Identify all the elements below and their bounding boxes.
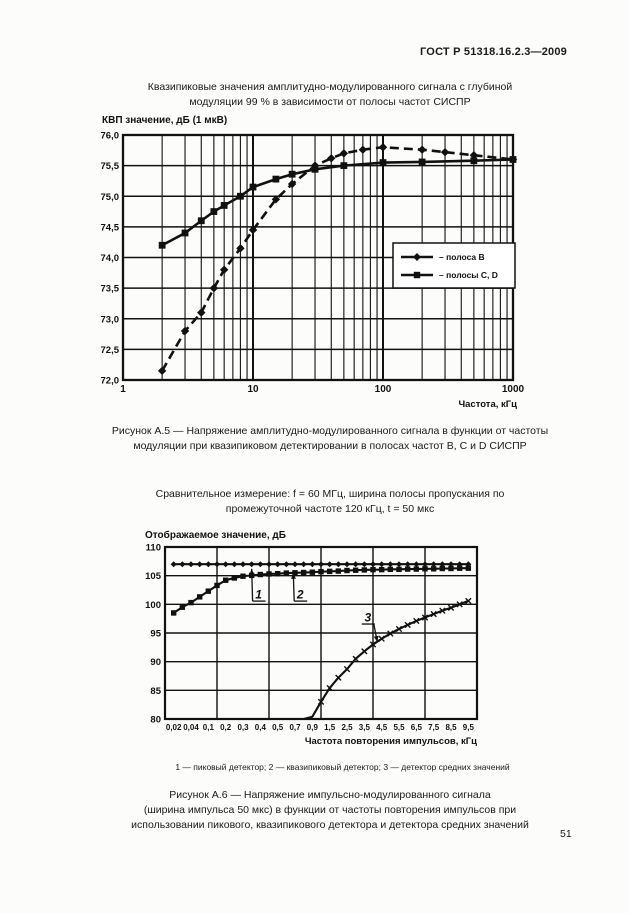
svg-text:– полосы C, D: – полосы C, D — [439, 270, 498, 280]
figure-a5-caption-line1: Рисунок А.5 — Напряжение амплитудно-моду… — [111, 425, 549, 437]
svg-text:0,02: 0,02 — [166, 723, 182, 732]
page-number: 51 — [560, 828, 572, 840]
svg-text:Частота, кГц: Частота, кГц — [458, 399, 517, 410]
svg-text:74,5: 74,5 — [101, 222, 120, 233]
svg-text:КВП значение, дБ (1 мкВ): КВП значение, дБ (1 мкВ) — [102, 115, 227, 126]
svg-text:0,2: 0,2 — [220, 723, 232, 732]
svg-text:2,5: 2,5 — [341, 723, 353, 732]
svg-text:3: 3 — [364, 611, 371, 625]
figure-a6-caption: Рисунок А.6 — Напряжение импульсно-модул… — [65, 788, 595, 833]
svg-text:0,7: 0,7 — [289, 723, 301, 732]
figure-a6-caption-line3: использовании пикового, квазипикового де… — [131, 819, 529, 831]
svg-text:73,0: 73,0 — [101, 314, 120, 325]
svg-text:1,5: 1,5 — [324, 723, 336, 732]
figure-a5-chart: 72,0 72,5 73,0 73,5 74,0 74,5 75,0 75,5 76,0 1 10 1… — [95, 112, 545, 412]
figure-a6-chart: 80 85 90 95 100 105 110 0,02 0,04 0,1 0,2 0,3 0,4 0,5… — [118, 528, 618, 758]
svg-text:4,5: 4,5 — [376, 723, 388, 732]
svg-text:1000: 1000 — [502, 384, 525, 395]
svg-text:3,5: 3,5 — [359, 723, 371, 732]
figure-a6-key: 1 — пиковый детектор; 2 — квазипиковый д… — [175, 762, 510, 772]
figure-a5-title-line2: модуляции 99 % в зависимости от полосы ч… — [189, 95, 471, 108]
figure-a6-caption-line2: (ширина импульса 50 мкс) в функции от ча… — [143, 804, 517, 816]
svg-text:100: 100 — [145, 600, 161, 611]
svg-text:6,5: 6,5 — [411, 723, 423, 732]
figure-a6-intro: Сравнительное измерение: f = 60 МГц, шир… — [65, 487, 595, 516]
svg-text:1: 1 — [255, 588, 262, 602]
figure-a6-caption-line1: Рисунок А.6 — Напряжение импульсно-модул… — [169, 789, 491, 801]
figure-a5-title-line1: Квазипиковые значения амплитудно-модулир… — [147, 81, 513, 93]
svg-text:0,3: 0,3 — [237, 723, 249, 732]
figure-a5-caption: Рисунок А.5 — Напряжение амплитудно-моду… — [65, 424, 595, 453]
svg-text:72,5: 72,5 — [101, 345, 120, 356]
svg-text:0,1: 0,1 — [203, 723, 215, 732]
svg-text:7,5: 7,5 — [428, 723, 440, 732]
svg-text:5,5: 5,5 — [393, 723, 405, 732]
svg-text:73,5: 73,5 — [101, 284, 120, 295]
svg-text:90: 90 — [150, 657, 161, 668]
svg-text:80: 80 — [150, 715, 161, 726]
svg-text:0,4: 0,4 — [255, 723, 267, 732]
svg-text:105: 105 — [145, 571, 162, 582]
svg-text:8,5: 8,5 — [445, 723, 457, 732]
svg-text:76,0: 76,0 — [101, 131, 120, 142]
svg-text:72,0: 72,0 — [101, 376, 120, 387]
svg-text:2: 2 — [296, 588, 304, 602]
svg-text:0,04: 0,04 — [183, 723, 199, 732]
svg-text:85: 85 — [150, 686, 161, 697]
figure-a5-caption-line2: модуляции при квазипиковом детектировани… — [133, 439, 527, 452]
svg-text:Отображаемое значение, дБ: Отображаемое значение, дБ — [145, 529, 286, 541]
figure-a6-chart-svg: 80 85 90 95 100 105 110 0,02 0,04 0,1 0,2 0,3 0,4 0,5… — [145, 529, 479, 747]
svg-text:74,0: 74,0 — [101, 253, 120, 264]
standard-number: ГОСТ Р 51318.16.2.3—2009 — [420, 46, 567, 58]
svg-text:0,5: 0,5 — [272, 723, 284, 732]
svg-text:100: 100 — [375, 384, 392, 395]
svg-text:1: 1 — [120, 384, 126, 395]
svg-text:75,0: 75,0 — [101, 192, 120, 203]
figure-a5-chart-svg: 72,0 72,5 73,0 73,5 74,0 74,5 75,0 75,5 76,0 1 10 1… — [101, 115, 525, 410]
svg-text:75,5: 75,5 — [101, 161, 120, 172]
svg-text:110: 110 — [146, 543, 161, 554]
svg-text:– полоса B: – полоса B — [439, 252, 485, 262]
svg-text:0,9: 0,9 — [307, 723, 319, 732]
svg-text:Частота повторения импульсов,: Частота повторения импульсов, кГц — [305, 736, 477, 747]
svg-text:95: 95 — [150, 629, 161, 640]
figure-a6-intro-line2: промежуточной частоте 120 кГц, t = 50 мк… — [225, 502, 435, 515]
svg-text:9,5: 9,5 — [463, 723, 475, 732]
svg-text:10: 10 — [247, 384, 259, 395]
figure-a6-intro-line1: Сравнительное измерение: f = 60 МГц, шир… — [155, 488, 505, 500]
figure-a5-title: Квазипиковые значения амплитудно-модулир… — [65, 80, 595, 109]
